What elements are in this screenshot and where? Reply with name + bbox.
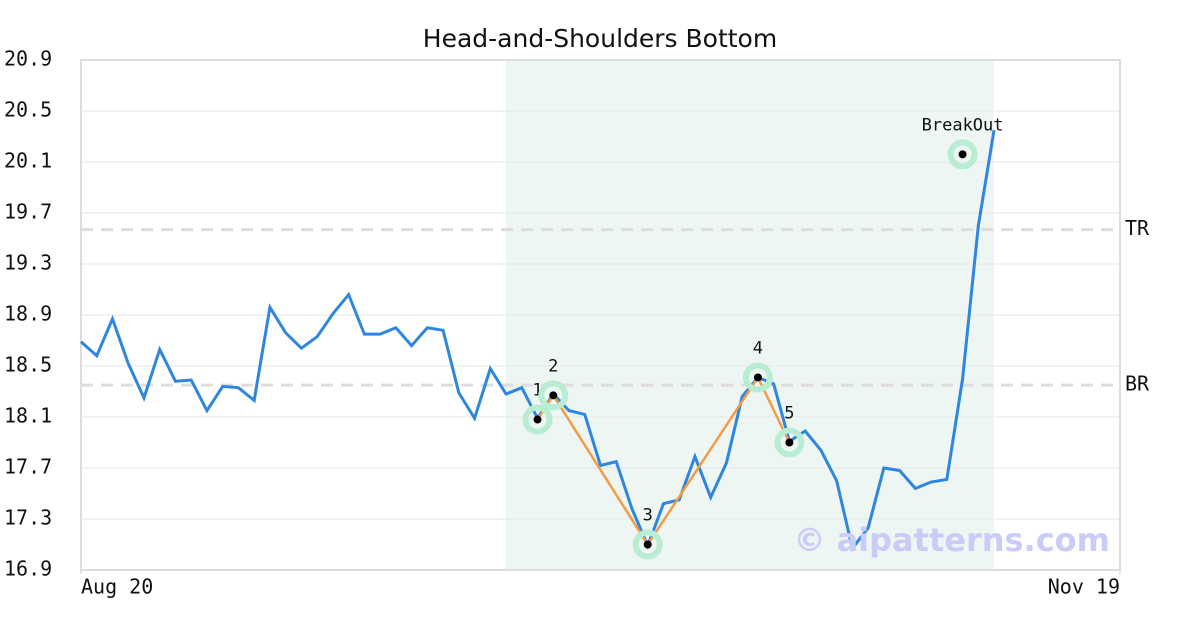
- y-tick-label: 18.5: [4, 353, 52, 377]
- breakout-halo: [947, 139, 978, 170]
- y-tick-label: 17.7: [4, 455, 52, 479]
- pattern-point-halo: [774, 427, 805, 458]
- pattern-point-halo: [522, 404, 553, 435]
- breakout-point: [958, 150, 967, 159]
- pattern-point: [549, 391, 558, 400]
- pattern-label: 3: [643, 506, 653, 526]
- pattern-point: [785, 438, 794, 447]
- pattern-point-halo: [742, 362, 773, 393]
- y-tick-label: 18.9: [4, 302, 52, 326]
- y-tick-label: 20.9: [4, 47, 52, 71]
- level-label: TR: [1125, 216, 1150, 240]
- pattern-label: 2: [548, 356, 558, 376]
- level-label: BR: [1125, 372, 1150, 396]
- plot-frame: [80, 59, 1121, 571]
- watermark: © aipatterns.com: [793, 521, 1110, 559]
- x-tick-label: Aug 20: [81, 575, 153, 599]
- breakout-label: BreakOut: [922, 115, 1004, 135]
- y-tick-label: 16.9: [4, 557, 52, 581]
- y-tick-label: 20.1: [4, 149, 52, 173]
- x-tick-label: Nov 19: [1048, 575, 1120, 599]
- y-tick-label: 17.3: [4, 506, 52, 530]
- y-tick-label: 19.7: [4, 200, 52, 224]
- pattern-point-halo: [538, 380, 569, 411]
- pattern-label: 5: [784, 404, 794, 424]
- y-tick-label: 19.3: [4, 251, 52, 275]
- pattern-label: 4: [753, 338, 763, 358]
- pattern-label: 1: [532, 381, 542, 401]
- y-tick-label: 18.1: [4, 404, 52, 428]
- pattern-point: [533, 415, 542, 424]
- y-tick-label: 20.5: [4, 98, 52, 122]
- pattern-point: [753, 373, 762, 382]
- pattern-point-halo: [632, 529, 663, 560]
- chart-title: Head-and-Shoulders Bottom: [423, 24, 777, 53]
- pattern-point: [643, 540, 652, 549]
